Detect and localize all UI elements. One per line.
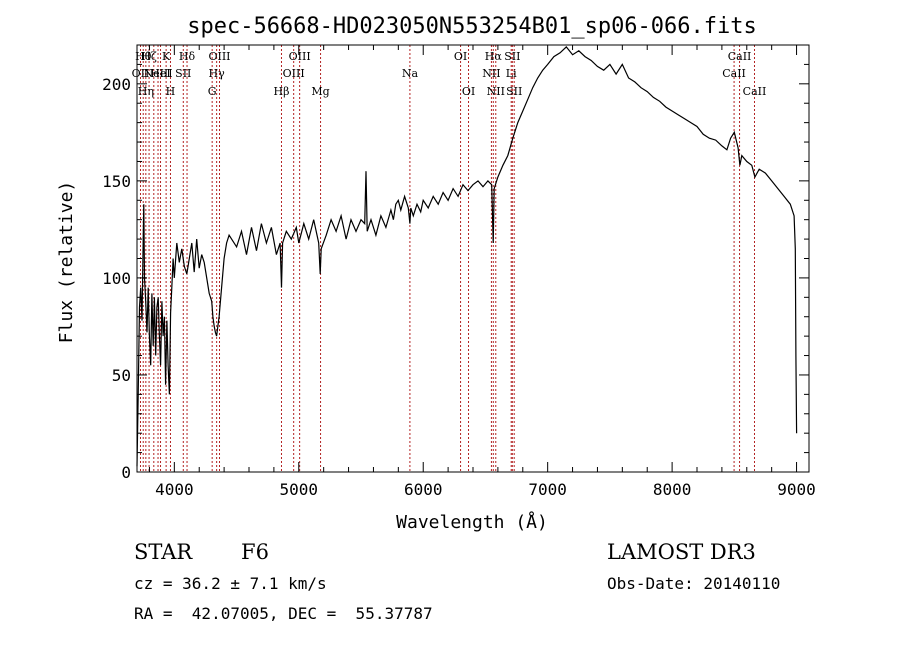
spectral-line-label: OIII xyxy=(283,67,305,80)
spectral-line-label: CaII xyxy=(728,50,752,63)
spectral-line-label: HeI xyxy=(150,67,170,80)
spectral-line-label: H xyxy=(166,85,176,98)
spectral-line-label: SII xyxy=(506,85,522,98)
object-class: STAR xyxy=(134,540,193,564)
y-tick-label: 100 xyxy=(102,269,131,288)
spectral-line-label: G xyxy=(208,85,217,98)
spectral-line-label: Hγ xyxy=(209,67,226,80)
spectral-line-label: Hβ xyxy=(274,85,290,98)
spectral-line-label: Mg xyxy=(311,85,329,98)
x-tick-label: 4000 xyxy=(155,480,194,499)
y-axis: 0 50 100 150 200 xyxy=(102,63,809,482)
spectral-line-label: Hα xyxy=(485,50,503,63)
plot-frame xyxy=(136,44,810,473)
spectral-line-label: SII xyxy=(504,50,520,63)
spectral-line-label: OIII xyxy=(208,50,230,63)
spectral-line-label: K xyxy=(162,50,171,63)
coordinates: RA = 42.07005, DEC = 55.37787 xyxy=(134,604,433,623)
y-tick-label: 150 xyxy=(102,172,131,191)
spectral-line-label: Na xyxy=(402,67,419,80)
spectral-line-label: OI xyxy=(462,85,475,98)
spectral-line-label: Hζ xyxy=(141,50,157,63)
survey-name: LAMOST DR3 xyxy=(607,540,756,564)
spectral-line-label: OII xyxy=(132,67,150,80)
spectral-line-label: CaII xyxy=(743,85,767,98)
chart-title: spec-56668-HD023050N553254B01_sp06-066.f… xyxy=(187,14,757,39)
y-axis-label: Flux (relative) xyxy=(56,181,77,344)
y-tick-label: 200 xyxy=(102,75,131,94)
observation-date: Obs-Date: 20140110 xyxy=(607,574,781,593)
x-tick-label: 8000 xyxy=(653,480,692,499)
spectral-line-label: NII xyxy=(482,67,500,80)
spectral-line-markers xyxy=(139,45,755,472)
x-axis-label: Wavelength (Å) xyxy=(396,511,548,533)
x-axis: 4000 5000 6000 7000 8000 9000 xyxy=(148,45,816,499)
spectral-subclass: F6 xyxy=(241,540,269,564)
spectral-line-label: CaII xyxy=(722,67,746,80)
y-tick-label: 0 xyxy=(121,463,131,482)
spectral-line-label: OIII xyxy=(289,50,311,63)
redshift-value: cz = 36.2 ± 7.1 km/s xyxy=(134,574,327,593)
spectral-line-label: Hθ xyxy=(135,50,152,63)
spectral-line-label: NeIII xyxy=(143,67,172,80)
spectrum-line xyxy=(136,46,798,467)
x-tick-label: 5000 xyxy=(280,480,319,499)
spectral-line-label: OI xyxy=(454,50,467,63)
spectral-line-label: Hδ xyxy=(179,50,196,63)
x-tick-label: 9000 xyxy=(777,480,816,499)
spectral-line-label: Hη xyxy=(138,85,154,98)
x-tick-label: 6000 xyxy=(404,480,443,499)
spectral-line-label: Li xyxy=(506,67,517,80)
y-tick-label: 50 xyxy=(112,366,131,385)
x-tick-label: 7000 xyxy=(528,480,567,499)
spectral-line-label: NII xyxy=(487,85,505,98)
spectral-line-label: SII xyxy=(175,67,191,80)
